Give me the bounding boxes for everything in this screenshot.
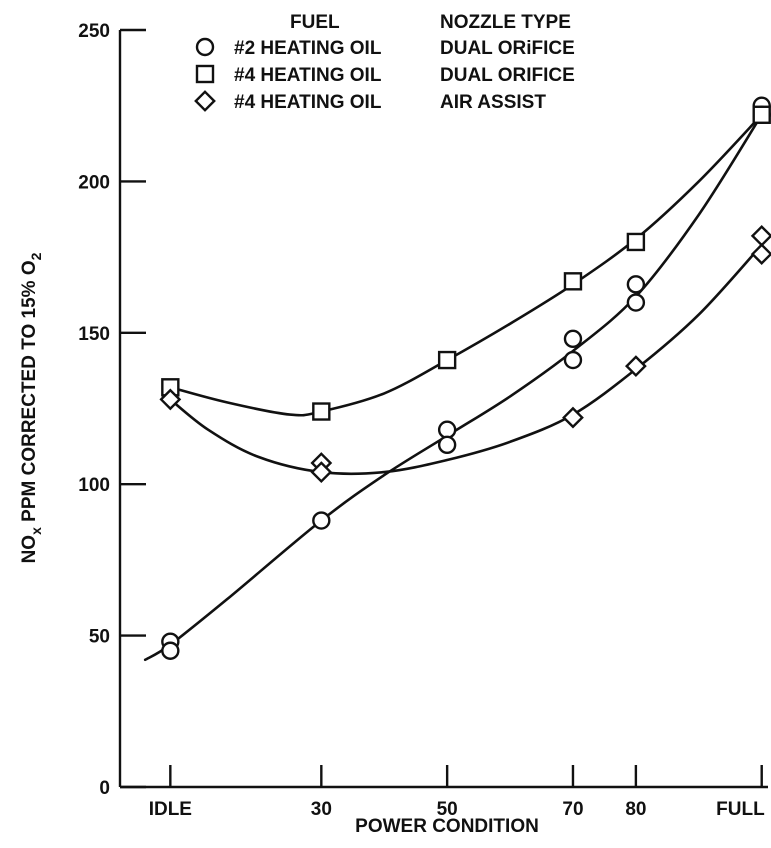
x-axis-title: POWER CONDITION (355, 816, 539, 837)
y-axis-title: NOx PPM CORRECTED TO 15% O2 (19, 252, 44, 563)
series-1-point (161, 641, 180, 660)
x-tick-label: IDLE (149, 799, 192, 820)
legend-nozzle-label: DUAL ORIFICE (440, 65, 575, 86)
series-1-point (312, 511, 331, 530)
series-2-point (312, 402, 331, 421)
y-axis-title-rest: PPM CORRECTED TO 15% O (19, 260, 40, 527)
legend-header-nozzle: NOZZLE TYPE (440, 12, 571, 33)
x-ticks: IDLE 30 50 70 80 FULL (149, 765, 765, 820)
series-2-point (563, 272, 583, 291)
series-2-point (752, 105, 771, 124)
series-2-point (626, 232, 646, 252)
legend-nozzle-label: AIR ASSIST (440, 92, 546, 113)
legend-marker-diamond-icon (194, 90, 216, 112)
y-tick-label: 100 (78, 475, 110, 496)
data-points (159, 96, 771, 660)
y-tick-label: 50 (89, 627, 110, 648)
x-tick-label: 80 (625, 799, 646, 820)
x-tick-label: FULL (716, 799, 765, 820)
legend-marker-circle-icon (195, 37, 215, 57)
y-tick-label: 250 (78, 21, 110, 42)
legend-header-fuel: FUEL (290, 12, 340, 33)
legend-rows: #2 HEATING OIL DUAL ORiFICE #4 HEATING OIL… (194, 37, 575, 113)
y-tick-label: 200 (78, 172, 110, 193)
series-3-point (310, 461, 333, 483)
series-1-curve (143, 113, 763, 662)
y-tick-label: 150 (78, 324, 110, 345)
series-1-point (626, 293, 646, 312)
x-tick-label: 30 (311, 799, 332, 820)
series-1-point (437, 420, 457, 439)
legend-marker-square-icon (195, 64, 215, 84)
y-axis-title-sub2: 2 (28, 252, 44, 260)
y-axis-title-main: NO (19, 535, 40, 564)
series-3-point (562, 406, 584, 429)
x-tick-label: 50 (437, 799, 458, 820)
legend-nozzle-label: DUAL ORiFICE (440, 38, 575, 59)
series-3-curve (169, 243, 763, 476)
y-axis-title-sub: x (28, 527, 44, 535)
series-3-point (750, 243, 771, 265)
series-1-point (563, 329, 583, 349)
series-3-point (159, 388, 182, 411)
series-2-curve (169, 113, 763, 417)
fit-curves (143, 113, 763, 662)
legend: FUEL NOZZLE TYPE #2 HEATING OIL DUAL ORiF… (194, 12, 575, 113)
series-1-point (563, 350, 583, 370)
series-2-point (437, 350, 457, 370)
series-1-point (437, 435, 457, 455)
y-ticks: 0 50 100 150 200 250 (78, 21, 146, 799)
legend-fuel-label: #4 HEATING OIL (234, 65, 382, 86)
series-3-point (624, 355, 647, 378)
x-tick-label: 70 (562, 799, 583, 820)
legend-fuel-label: #2 HEATING OIL (234, 38, 382, 59)
y-tick-label: 0 (99, 778, 110, 799)
legend-fuel-label: #4 HEATING OIL (234, 92, 382, 113)
series-1-point (626, 275, 646, 294)
series-3-point (750, 225, 771, 247)
